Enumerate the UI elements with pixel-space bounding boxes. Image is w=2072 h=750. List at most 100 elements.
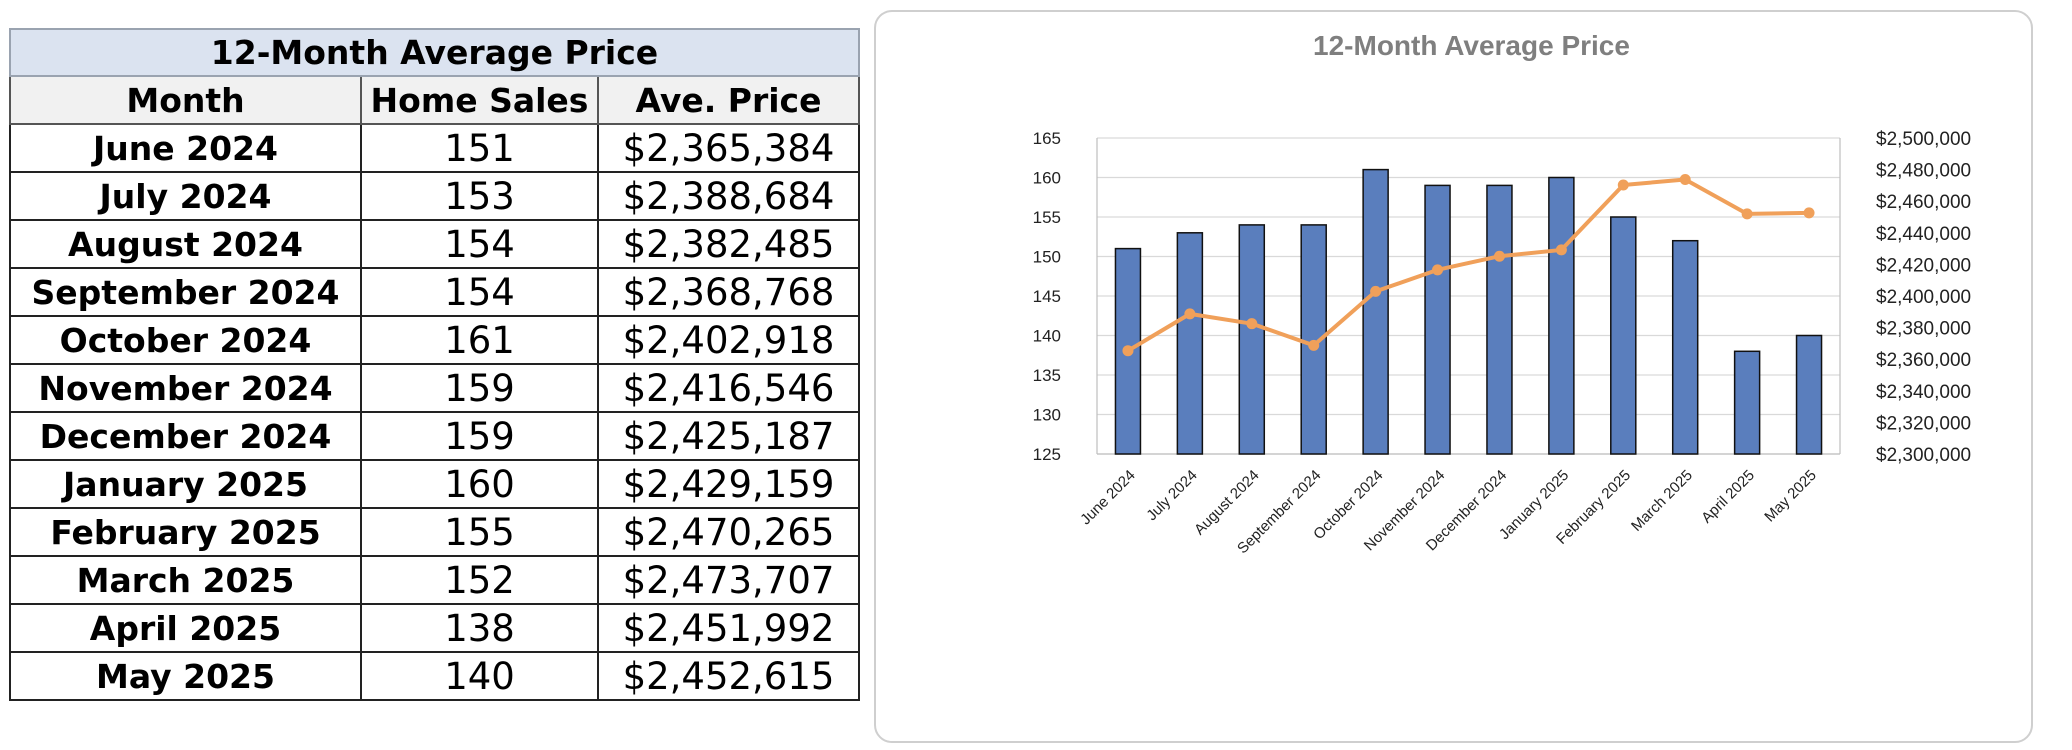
ave-price-cell: $2,473,707: [597, 555, 860, 605]
y-right-tick-label: $2,320,000: [1876, 413, 1971, 434]
price-table-container: 12-Month Average Price Month Home Sales …: [9, 28, 860, 701]
y-left-tick-label: 160: [1033, 169, 1061, 188]
line-point: [1555, 244, 1567, 256]
month-cell: October 2024: [9, 315, 362, 365]
home-sales-cell: 159: [360, 411, 599, 461]
month-cell: May 2025: [9, 651, 362, 701]
combo-chart: 12-Month Average Price 165 160 155 150 145 140…: [1033, 30, 1971, 557]
line-point: [1741, 208, 1753, 220]
table-row: May 2025 140 $2,452,615: [9, 651, 860, 701]
y-right-tick-label: $2,300,000: [1876, 445, 1971, 466]
table-row: December 2024 159 $2,425,187: [9, 411, 860, 461]
bar: [1733, 350, 1761, 455]
y-left-tick-label: 135: [1033, 366, 1061, 385]
home-sales-cell: 154: [360, 267, 599, 317]
y-right-tick-label: $2,500,000: [1876, 129, 1971, 150]
line-point: [1679, 174, 1691, 186]
chart-panel: 12-Month Average Price 165 160 155 150 145 140…: [874, 10, 2033, 743]
home-sales-cell: 140: [360, 651, 599, 701]
month-cell: September 2024: [9, 267, 362, 317]
line-point: [1122, 345, 1134, 357]
ave-price-cell: $2,416,546: [597, 363, 860, 413]
chart-title: 12-Month Average Price: [1313, 30, 1630, 61]
ave-price-cell: $2,452,615: [597, 651, 860, 701]
ave-price-cell: $2,388,684: [597, 171, 860, 221]
home-sales-cell: 151: [360, 123, 599, 173]
x-tick-label: May 2025: [1761, 467, 1820, 526]
x-tick-label: April 2025: [1698, 467, 1758, 527]
bar: [1424, 184, 1451, 455]
y-right-tick-label: $2,340,000: [1876, 382, 1971, 403]
table-row: February 2025 155 $2,470,265: [9, 507, 860, 557]
bar: [1548, 176, 1575, 455]
ave-price-cell: $2,382,485: [597, 219, 860, 269]
ave-price-cell: $2,365,384: [597, 123, 860, 173]
table-row: March 2025 152 $2,473,707: [9, 555, 860, 605]
y-right-tick-label: $2,440,000: [1876, 224, 1971, 245]
table-row: April 2025 138 $2,451,992: [9, 603, 860, 653]
table-row: January 2025 160 $2,429,159: [9, 459, 860, 509]
line-point: [1432, 264, 1444, 276]
y-right-tick-label: $2,360,000: [1876, 350, 1971, 371]
ave-price-cell: $2,470,265: [597, 507, 860, 557]
y-right-tick-label: $2,420,000: [1876, 255, 1971, 276]
table-row: June 2024 151 $2,365,384: [9, 123, 860, 173]
y-right-tick-label: $2,480,000: [1876, 161, 1971, 182]
home-sales-cell: 159: [360, 363, 599, 413]
x-tick-label: March 2025: [1628, 467, 1696, 535]
column-header-ave-price: Ave. Price: [597, 75, 860, 125]
month-cell: August 2024: [9, 219, 362, 269]
line-point: [1246, 318, 1258, 330]
price-table: 12-Month Average Price Month Home Sales …: [9, 28, 860, 701]
column-header-month: Month: [9, 75, 362, 125]
ave-price-cell: $2,429,159: [597, 459, 860, 509]
line-point: [1308, 339, 1320, 351]
y-right-tick-label: $2,400,000: [1876, 287, 1971, 308]
y-left-tick-label: 140: [1033, 327, 1061, 346]
line-point: [1493, 250, 1505, 262]
ave-price-cell: $2,402,918: [597, 315, 860, 365]
home-sales-cell: 138: [360, 603, 599, 653]
y-left-tick-label: 150: [1033, 248, 1061, 267]
table-title: 12-Month Average Price: [9, 28, 860, 77]
month-cell: July 2024: [9, 171, 362, 221]
x-tick-label: July 2024: [1143, 467, 1200, 524]
month-cell: March 2025: [9, 555, 362, 605]
month-cell: April 2025: [9, 603, 362, 653]
ave-price-cell: $2,368,768: [597, 267, 860, 317]
y-right-tick-label: $2,380,000: [1876, 319, 1971, 340]
bar: [1362, 168, 1389, 455]
y-left-tick-label: 125: [1033, 445, 1061, 464]
month-cell: December 2024: [9, 411, 362, 461]
line-point: [1184, 308, 1196, 320]
y-left-tick-label: 145: [1033, 287, 1061, 306]
home-sales-cell: 153: [360, 171, 599, 221]
line-point: [1370, 285, 1382, 297]
y-left-tick-label: 155: [1033, 208, 1061, 227]
home-sales-cell: 155: [360, 507, 599, 557]
month-cell: February 2025: [9, 507, 362, 557]
month-cell: June 2024: [9, 123, 362, 173]
bar: [1610, 216, 1637, 455]
table-row: September 2024 154 $2,368,768: [9, 267, 860, 317]
table-row: November 2024 159 $2,416,546: [9, 363, 860, 413]
home-sales-cell: 161: [360, 315, 599, 365]
y-right-tick-label: $2,460,000: [1876, 192, 1971, 213]
ave-price-cell: $2,451,992: [597, 603, 860, 653]
bar: [1486, 184, 1513, 455]
month-cell: November 2024: [9, 363, 362, 413]
bar: [1795, 334, 1823, 455]
home-sales-cell: 152: [360, 555, 599, 605]
bar: [1671, 239, 1699, 455]
price-line: [1126, 177, 1810, 353]
line-point: [1617, 179, 1629, 191]
column-header-home-sales: Home Sales: [360, 75, 599, 125]
table-row: July 2024 153 $2,388,684: [9, 171, 860, 221]
home-sales-cell: 160: [360, 459, 599, 509]
home-sales-cell: 154: [360, 219, 599, 269]
bar: [1176, 232, 1204, 455]
bar: [1238, 224, 1266, 455]
y-left-tick-label: 165: [1033, 129, 1061, 148]
table-row: August 2024 154 $2,382,485: [9, 219, 860, 269]
y-left-tick-label: 130: [1033, 406, 1061, 425]
